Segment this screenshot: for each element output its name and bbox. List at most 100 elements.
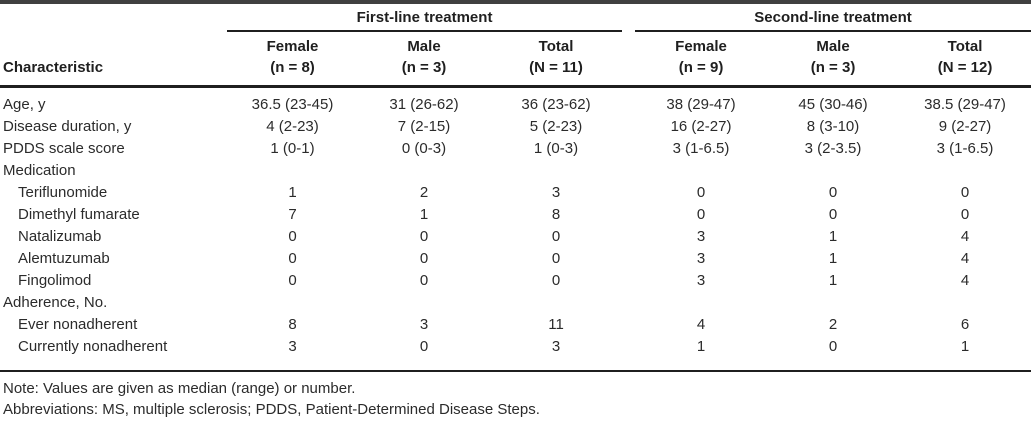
column-gap	[622, 87, 635, 117]
cell-value: 3 (2-3.5)	[804, 140, 862, 157]
column-header-line1: Female	[266, 38, 319, 55]
group-header-spacer	[0, 2, 227, 31]
clinical-characteristics-table: First-line treatment Second-line treatme…	[0, 0, 1031, 372]
row-label: Adherence, No.	[3, 294, 108, 311]
cell-value: 0	[419, 272, 429, 289]
cell-value: 0	[419, 338, 429, 355]
cell-value	[490, 160, 622, 182]
table-note: Note: Values are given as median (range)…	[3, 380, 356, 397]
cell-value: 38.5 (29-47)	[924, 96, 1006, 113]
column-header-line1: Total	[538, 38, 574, 55]
cell-value: 2	[828, 316, 838, 333]
cell-value: 1	[828, 228, 838, 245]
cell-value: 3	[419, 316, 429, 333]
cell-value: 0	[288, 250, 297, 267]
cell-value: 0	[828, 206, 838, 223]
table-footnotes: Note: Values are given as median (range)…	[0, 372, 1031, 420]
cell-value: 3	[551, 338, 561, 355]
column-header-line1: Total	[947, 38, 983, 55]
column-gap	[622, 248, 635, 270]
cell-value: 0	[696, 184, 706, 201]
row-label: Medication	[3, 162, 76, 179]
row-label: Natalizumab	[18, 228, 102, 245]
table-row: Adherence, No.	[0, 292, 1031, 314]
cell-value: 4	[960, 250, 970, 267]
cell-value: 36 (23-62)	[521, 96, 591, 113]
table-row: PDDS scale score 1 (0-1) 0 (0-3) 1 (0-3) 3 (…	[0, 138, 1031, 160]
cell-value: 9 (2-27)	[938, 118, 992, 135]
column-header-line2: (n = 8)	[270, 59, 315, 76]
table-row: Dimethyl fumarate 7 1 8 0 0 0	[0, 204, 1031, 226]
cell-value: 0	[288, 228, 297, 245]
column-header-line1: Male	[407, 38, 441, 55]
cell-value	[358, 292, 490, 314]
row-label: Alemtuzumab	[18, 250, 110, 267]
cell-value: 8 (3-10)	[806, 118, 860, 135]
cell-value: 0	[551, 228, 561, 245]
cell-value	[635, 160, 767, 182]
table-body: Age, y 36.5 (23-45) 31 (26-62) 36 (23-62) 38…	[0, 87, 1031, 372]
cell-value: 1 (0-1)	[270, 140, 315, 157]
group-header-row: First-line treatment Second-line treatme…	[0, 2, 1031, 32]
cell-value: 3	[696, 228, 706, 245]
table-row: Natalizumab 0 0 0 3 1 4	[0, 226, 1031, 248]
cell-value	[767, 292, 899, 314]
cell-value	[358, 160, 490, 182]
cell-value: 31 (26-62)	[389, 96, 459, 113]
column-gap	[622, 270, 635, 292]
column-gap	[622, 336, 635, 371]
cell-value: 3	[696, 272, 706, 289]
cell-value: 16 (2-27)	[670, 118, 732, 135]
column-gap	[622, 314, 635, 336]
cell-value: 36.5 (23-45)	[251, 96, 334, 113]
cell-value: 11	[548, 316, 564, 333]
cell-value	[767, 160, 899, 182]
characteristic-header: Characteristic	[0, 31, 227, 88]
column-gap	[622, 204, 635, 226]
cell-value: 0	[551, 250, 561, 267]
column-header-line1: Male	[816, 38, 850, 55]
column-header-line2: (n = 3)	[810, 59, 856, 76]
cell-value: 1	[696, 338, 706, 355]
row-label: PDDS scale score	[3, 140, 125, 157]
cell-value: 7	[288, 206, 297, 223]
cell-value: 0	[696, 206, 706, 223]
cell-value: 4	[960, 272, 970, 289]
column-header-female-second: Female (n = 9)	[635, 31, 768, 88]
column-header-line2: (N = 11)	[529, 59, 583, 76]
column-header-total-second: Total (N = 12)	[899, 31, 1031, 88]
cell-value: 0	[419, 228, 429, 245]
cell-value: 1 (0-3)	[533, 140, 579, 157]
cell-value: 0	[828, 338, 838, 355]
column-gap	[622, 292, 635, 314]
cell-value: 0	[551, 272, 561, 289]
group-gap	[622, 2, 635, 31]
cell-value: 3	[551, 184, 561, 201]
table-row: Fingolimod 0 0 0 3 1 4	[0, 270, 1031, 292]
table-row: Ever nonadherent 8 3 11 4 2 6	[0, 314, 1031, 336]
cell-value: 4	[696, 316, 706, 333]
cell-value: 3 (1-6.5)	[936, 140, 994, 157]
table-abbreviations: Abbreviations: MS, multiple sclerosis; P…	[3, 401, 540, 418]
table-row: Alemtuzumab 0 0 0 3 1 4	[0, 248, 1031, 270]
column-header-line2: (N = 12)	[937, 59, 993, 76]
cell-value: 6	[960, 316, 970, 333]
column-gap	[622, 138, 635, 160]
cell-value: 1	[960, 338, 970, 355]
cell-value: 1	[828, 250, 838, 267]
column-header-row: Characteristic Female (n = 8) Male (n = …	[0, 31, 1031, 88]
cell-value: 7 (2-15)	[397, 118, 451, 135]
column-header-line1: Female	[675, 38, 727, 55]
cell-value	[227, 160, 358, 182]
table-row: Currently nonadherent 3 0 3 1 0 1	[0, 336, 1031, 371]
cell-value	[635, 292, 767, 314]
column-gap	[622, 160, 635, 182]
cell-value: 0	[828, 184, 838, 201]
column-header-male-second: Male (n = 3)	[767, 31, 900, 88]
column-gap	[622, 182, 635, 204]
column-header-female-first: Female (n = 8)	[227, 31, 358, 88]
column-gap	[622, 226, 635, 248]
group-header-second-line: Second-line treatment	[635, 2, 1031, 32]
cell-value: 45 (30-46)	[798, 96, 868, 113]
